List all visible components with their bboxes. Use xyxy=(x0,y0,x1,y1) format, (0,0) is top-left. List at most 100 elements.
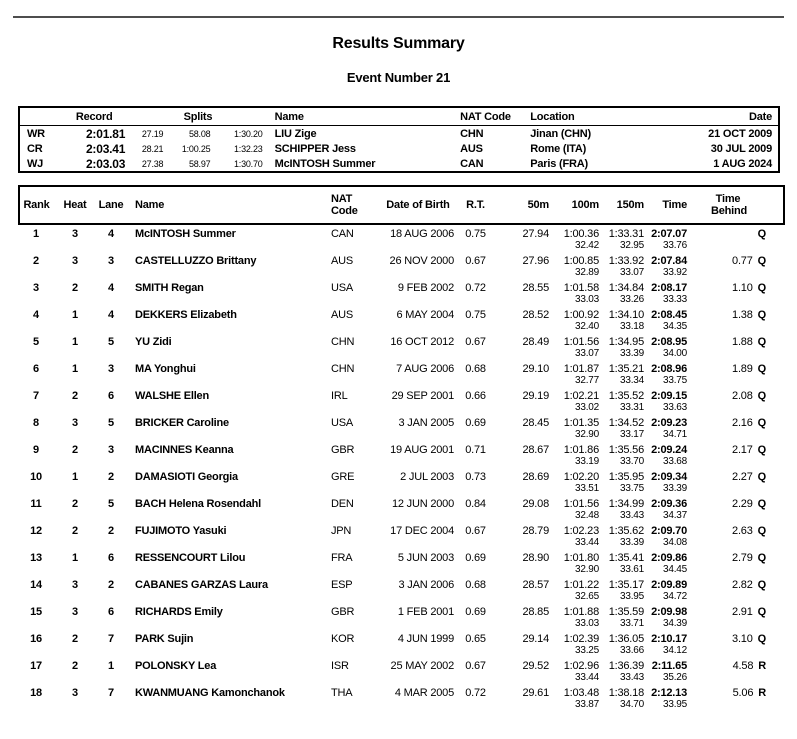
time-behind-cell: 3.10 Q xyxy=(691,630,784,645)
record-row: WR 2:01.81 27.19 58.08 1:30.20 LIU Zige … xyxy=(19,126,779,142)
date-of-birth-cell: 26 NOV 2000 xyxy=(389,255,455,267)
lap-splits-spacer xyxy=(19,618,553,630)
record-time: 2:01.81 xyxy=(85,126,126,141)
time-behind-cell: 5.06 R xyxy=(691,684,784,699)
split-150m-cell: 1:36.39 xyxy=(608,660,645,672)
result-row-lap-splits: 33.44 33.39 34.08 xyxy=(19,537,784,549)
lap-split-100m: 33.44 xyxy=(574,672,599,683)
reaction-time-cell: 0.68 xyxy=(465,579,486,591)
lane-cell: 4 xyxy=(108,228,114,240)
record-type: WJ xyxy=(27,157,44,170)
date-of-birth-cell: 16 OCT 2012 xyxy=(390,336,454,348)
rank-cell: 10 xyxy=(30,471,42,483)
swimmer-name-cell: CABANES GARZAS Laura xyxy=(135,579,268,591)
result-row-main: 6 1 3 MA Yonghui CHN 7 AUG 2006 0.68 29.… xyxy=(19,360,784,375)
record-nat-code: CAN xyxy=(460,157,484,170)
final-time-cell: 2:09.36 xyxy=(651,498,687,510)
result-row-main: 9 2 3 MACINNES Keanna GBR 19 AUG 2001 0.… xyxy=(19,441,784,456)
split-50m-cell: 29.52 xyxy=(522,660,549,672)
lap-splits-spacer xyxy=(19,321,553,333)
lap-split-100m: 32.65 xyxy=(574,591,599,602)
lap-split-100m: 32.90 xyxy=(574,564,599,575)
record-location: Paris (FRA) xyxy=(530,157,588,170)
split-50m-cell: 28.90 xyxy=(522,552,549,564)
results-header-rt: R.T. xyxy=(458,185,493,225)
record-holder-name: LIU Zige xyxy=(274,127,317,140)
lane-cell: 4 xyxy=(108,282,114,294)
result-row-main: 4 1 4 DEKKERS Elizabeth AUS 6 MAY 2004 0… xyxy=(19,306,784,321)
lap-split-last: 33.33 xyxy=(662,294,687,305)
heat-cell: 3 xyxy=(72,579,78,591)
result-row-lap-splits: 33.07 33.39 34.00 xyxy=(19,348,784,360)
records-header-spacer xyxy=(19,107,60,126)
lap-split-last: 33.95 xyxy=(662,699,687,710)
lap-splits-spacer xyxy=(19,591,553,603)
time-behind-value: 3.10 xyxy=(732,633,753,645)
lane-cell: 3 xyxy=(108,363,114,375)
lane-cell: 5 xyxy=(108,336,114,348)
qualifier-badge: Q xyxy=(757,633,767,645)
rank-cell: 14 xyxy=(30,579,42,591)
time-behind-cell: 1.88 Q xyxy=(691,333,784,348)
heat-cell: 2 xyxy=(72,390,78,402)
reaction-time-cell: 0.69 xyxy=(465,552,486,564)
result-row-lap-splits: 33.25 33.66 34.12 xyxy=(19,645,784,657)
record-time: 2:03.03 xyxy=(85,156,126,171)
result-row-main: 1 3 4 McINTOSH Summer CAN 18 AUG 2006 0.… xyxy=(19,224,784,240)
lane-cell: 5 xyxy=(108,417,114,429)
result-row-lap-splits: 32.48 33.43 34.37 xyxy=(19,510,784,522)
lap-splits-spacer xyxy=(19,375,553,387)
time-behind-value: 2.16 xyxy=(732,417,753,429)
lap-split-last: 34.45 xyxy=(662,564,687,575)
nat-code-cell: ISR xyxy=(331,660,349,672)
split-50m-cell: 28.49 xyxy=(522,336,549,348)
record-type: CR xyxy=(27,142,43,155)
split-150m-cell: 1:34.84 xyxy=(608,282,645,294)
result-row-lap-splits: 33.87 34.70 33.95 xyxy=(19,699,784,711)
nat-code-cell: AUS xyxy=(331,309,354,321)
lap-splits-end-spacer xyxy=(691,402,784,414)
lap-split-100m: 33.51 xyxy=(574,483,599,494)
page-title: Results Summary xyxy=(332,35,465,52)
final-time-cell: 2:08.95 xyxy=(651,336,687,348)
split-50m-cell: 28.57 xyxy=(522,579,549,591)
rank-cell: 7 xyxy=(33,390,39,402)
split-150m-cell: 1:35.17 xyxy=(608,579,645,591)
lap-split-150m: 33.07 xyxy=(619,267,644,278)
time-behind-cell: 2.27 Q xyxy=(691,468,784,483)
record-holder-name: SCHIPPER Jess xyxy=(274,142,356,155)
split-150m-cell: 1:38.18 xyxy=(608,687,645,699)
nat-code-cell: FRA xyxy=(331,552,353,564)
heat-cell: 3 xyxy=(72,255,78,267)
swimmer-name-cell: PARK Sujin xyxy=(135,633,194,645)
rank-cell: 6 xyxy=(33,363,39,375)
result-row-main: 8 3 5 BRICKER Caroline USA 3 JAN 2005 0.… xyxy=(19,414,784,429)
reaction-time-cell: 0.69 xyxy=(465,417,486,429)
lap-splits-spacer xyxy=(19,564,553,576)
qualifier-badge: Q xyxy=(757,363,767,375)
split-100m-cell: 1:00.85 xyxy=(563,255,600,267)
swimmer-name-cell: YU Zidi xyxy=(135,336,172,348)
lap-splits-spacer xyxy=(19,645,553,657)
split-100m-cell: 1:03.48 xyxy=(563,687,600,699)
heat-cell: 2 xyxy=(72,633,78,645)
record-date: 21 OCT 2009 xyxy=(708,127,772,140)
final-time-cell: 2:07.84 xyxy=(651,255,687,267)
split-50m-cell: 28.67 xyxy=(522,444,549,456)
lap-split-last: 33.92 xyxy=(662,267,687,278)
record-split-100m: 1:00.25 xyxy=(181,143,211,154)
results-header-row: Rank Heat Lane Name NAT Code Date of Bir… xyxy=(18,185,785,225)
reaction-time-cell: 0.67 xyxy=(465,336,486,348)
final-time-cell: 2:10.17 xyxy=(651,633,687,645)
split-50m-cell: 28.55 xyxy=(522,282,549,294)
split-50m-cell: 27.96 xyxy=(522,255,549,267)
date-of-birth-cell: 4 MAR 2005 xyxy=(394,687,454,699)
lane-cell: 2 xyxy=(108,471,114,483)
nat-code-cell: USA xyxy=(331,282,354,294)
record-holder-name: McINTOSH Summer xyxy=(274,157,376,170)
record-row: CR 2:03.41 28.21 1:00.25 1:32.23 SCHIPPE… xyxy=(19,141,779,156)
final-time-cell: 2:07.07 xyxy=(651,228,687,240)
lap-split-last: 33.75 xyxy=(662,375,687,386)
lap-splits-end-spacer xyxy=(691,591,784,603)
result-row-lap-splits: 33.03 33.26 33.33 xyxy=(19,294,784,306)
